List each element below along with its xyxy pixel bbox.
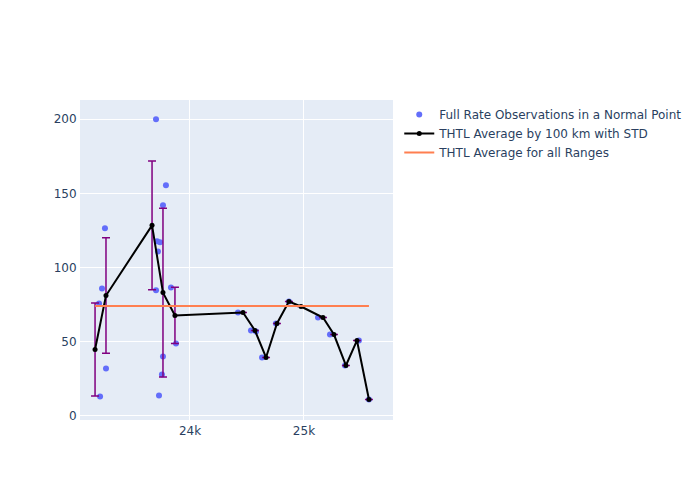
svg-text:THTL Average by 100 km with ST: THTL Average by 100 km with STD — [438, 127, 647, 141]
svg-text:150: 150 — [54, 187, 77, 201]
svg-text:25k: 25k — [293, 424, 315, 438]
svg-text:0: 0 — [69, 409, 77, 423]
svg-text:200: 200 — [54, 112, 77, 126]
svg-text:100: 100 — [54, 261, 77, 275]
svg-text:THTL Average for all Ranges: THTL Average for all Ranges — [438, 146, 609, 160]
svg-text:50: 50 — [61, 335, 76, 349]
svg-text:24k: 24k — [179, 424, 201, 438]
svg-text:Full Rate Observations in a No: Full Rate Observations in a Normal Point — [439, 108, 681, 122]
